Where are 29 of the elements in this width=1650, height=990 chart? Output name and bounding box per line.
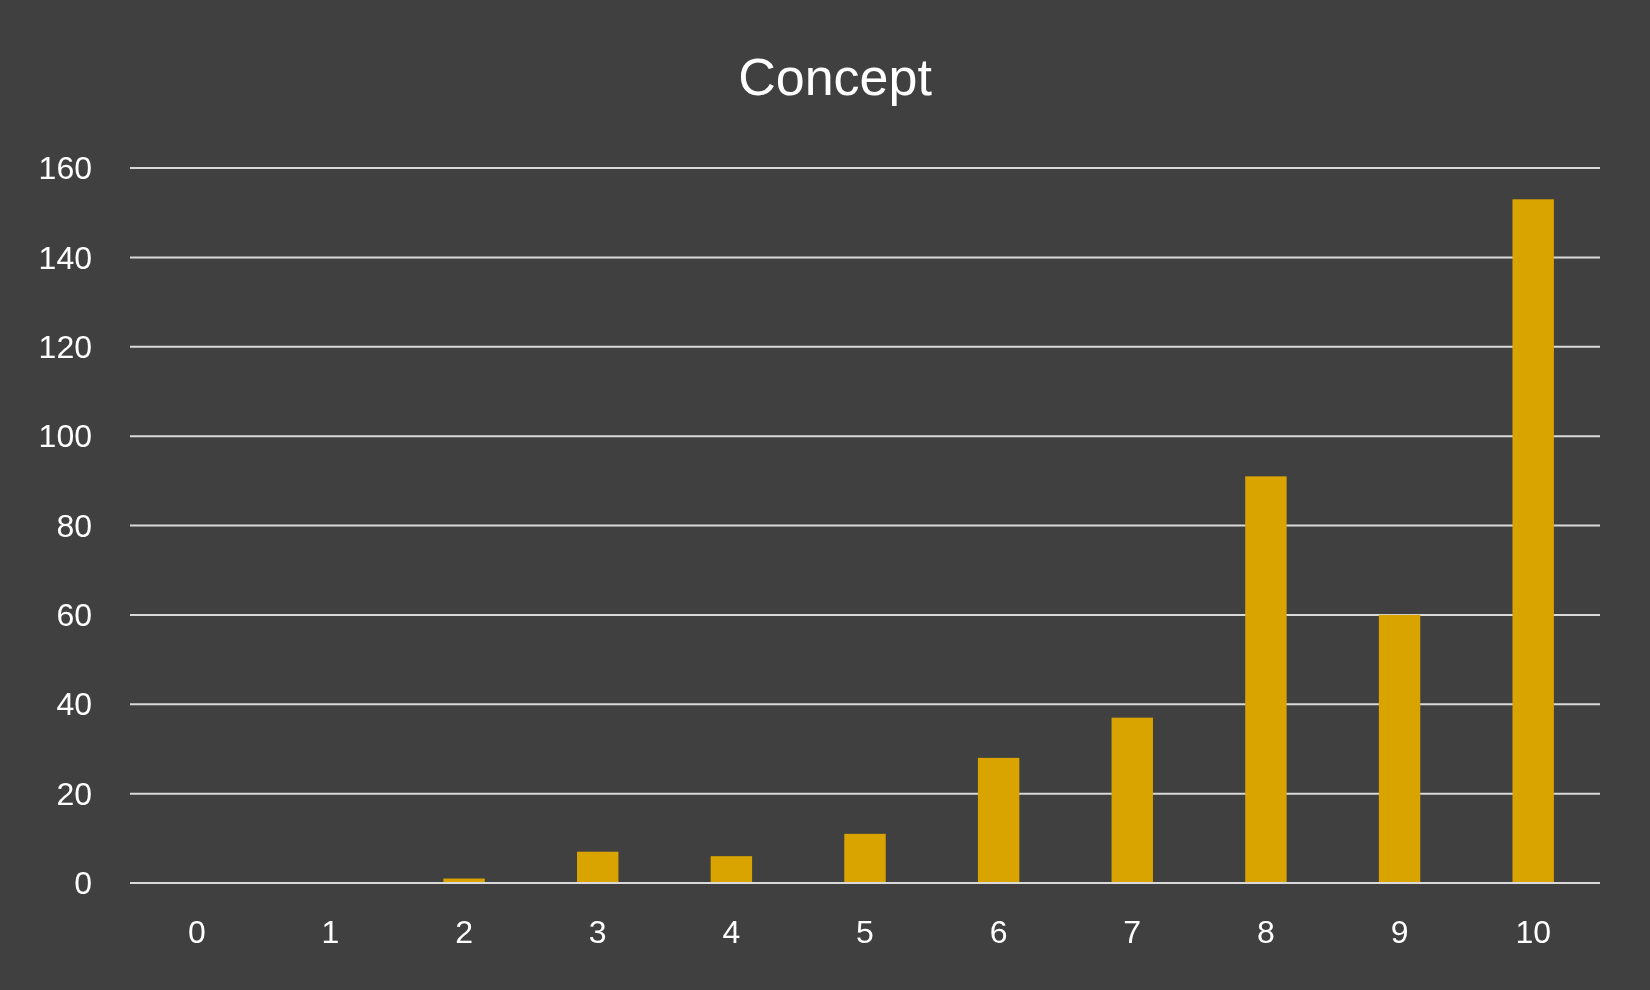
x-tick-label: 7 bbox=[1123, 914, 1142, 950]
bar bbox=[577, 851, 619, 883]
x-tick-label: 10 bbox=[1515, 914, 1551, 950]
x-tick-label: 0 bbox=[187, 914, 206, 950]
y-tick-label: 140 bbox=[38, 239, 92, 276]
x-tick-label: 4 bbox=[722, 914, 741, 950]
y-tick-label: 60 bbox=[56, 597, 92, 634]
x-tick-label: 5 bbox=[856, 914, 874, 950]
x-tick-label: 1 bbox=[321, 914, 340, 950]
bar bbox=[1111, 717, 1153, 883]
y-tick-label: 20 bbox=[56, 775, 92, 812]
bar bbox=[977, 757, 1020, 883]
bar bbox=[844, 833, 886, 883]
y-tick-label: 100 bbox=[38, 418, 92, 455]
y-tick-label: 80 bbox=[56, 507, 92, 544]
x-tick-label: 6 bbox=[989, 914, 1008, 950]
bar bbox=[1378, 614, 1421, 883]
y-tick-label: 40 bbox=[56, 686, 92, 723]
bar bbox=[1512, 199, 1554, 883]
x-tick-label: 2 bbox=[455, 914, 473, 950]
x-tick-label: 9 bbox=[1390, 914, 1409, 950]
y-tick-label: 0 bbox=[74, 865, 92, 902]
bar bbox=[1245, 476, 1287, 883]
y-tick-label: 160 bbox=[38, 150, 92, 187]
chart-title: Concept bbox=[738, 48, 933, 106]
y-tick-label: 120 bbox=[38, 328, 92, 365]
bar bbox=[710, 856, 753, 883]
x-tick-label: 8 bbox=[1257, 914, 1275, 950]
x-tick-label: 3 bbox=[588, 914, 607, 950]
